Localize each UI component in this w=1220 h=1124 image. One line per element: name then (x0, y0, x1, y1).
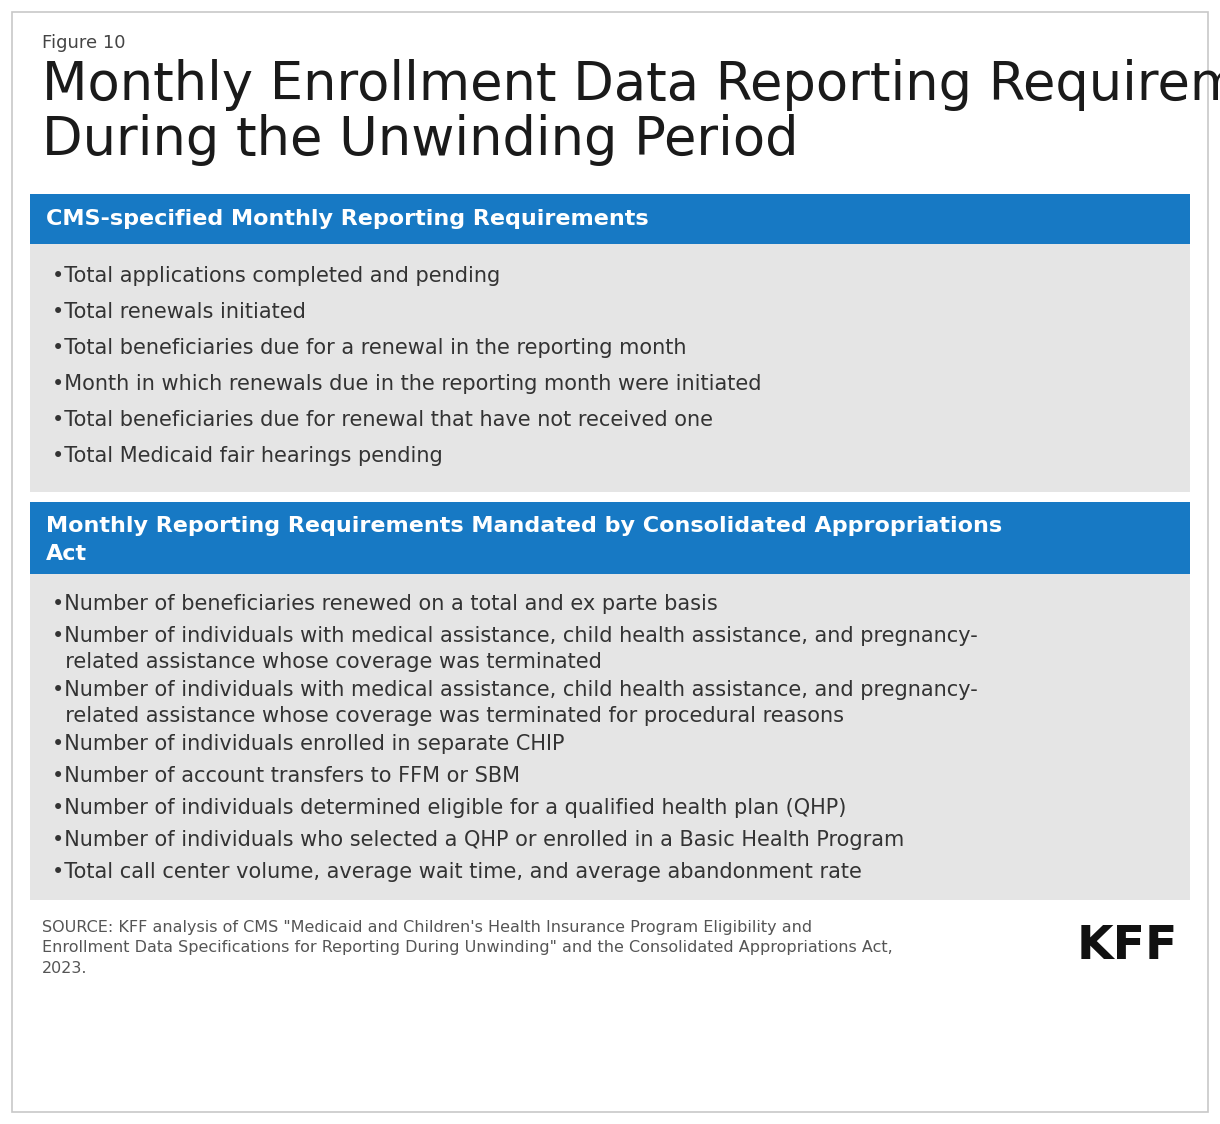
Text: SOURCE: KFF analysis of CMS "Medicaid and Children's Health Insurance Program El: SOURCE: KFF analysis of CMS "Medicaid an… (41, 921, 893, 976)
FancyBboxPatch shape (30, 502, 1190, 574)
Text: •Total call center volume, average wait time, and average abandonment rate: •Total call center volume, average wait … (52, 862, 861, 882)
FancyBboxPatch shape (30, 194, 1190, 244)
Text: •Number of individuals determined eligible for a qualified health plan (QHP): •Number of individuals determined eligib… (52, 798, 847, 818)
FancyBboxPatch shape (12, 12, 1208, 1112)
FancyBboxPatch shape (30, 574, 1190, 900)
Text: •Number of account transfers to FFM or SBM: •Number of account transfers to FFM or S… (52, 765, 520, 786)
Text: •Number of beneficiaries renewed on a total and ex parte basis: •Number of beneficiaries renewed on a to… (52, 593, 717, 614)
Text: •Number of individuals enrolled in separate CHIP: •Number of individuals enrolled in separ… (52, 734, 565, 754)
FancyBboxPatch shape (30, 244, 1190, 492)
Text: •Number of individuals who selected a QHP or enrolled in a Basic Health Program: •Number of individuals who selected a QH… (52, 830, 904, 850)
Text: Act: Act (46, 544, 87, 564)
Text: CMS-specified Monthly Reporting Requirements: CMS-specified Monthly Reporting Requirem… (46, 209, 649, 229)
Text: •Total Medicaid fair hearings pending: •Total Medicaid fair hearings pending (52, 446, 443, 466)
Text: Monthly Enrollment Data Reporting Requirements: Monthly Enrollment Data Reporting Requir… (41, 58, 1220, 111)
Text: During the Unwinding Period: During the Unwinding Period (41, 114, 799, 166)
Text: •Number of individuals with medical assistance, child health assistance, and pre: •Number of individuals with medical assi… (52, 626, 977, 672)
Text: Figure 10: Figure 10 (41, 34, 126, 52)
Text: Monthly Reporting Requirements Mandated by Consolidated Appropriations: Monthly Reporting Requirements Mandated … (46, 516, 1002, 536)
Text: •Total beneficiaries due for a renewal in the reporting month: •Total beneficiaries due for a renewal i… (52, 338, 687, 359)
Text: •Total renewals initiated: •Total renewals initiated (52, 302, 306, 321)
Text: KFF: KFF (1076, 924, 1179, 969)
Text: •Number of individuals with medical assistance, child health assistance, and pre: •Number of individuals with medical assi… (52, 680, 977, 726)
Text: •Month in which renewals due in the reporting month were initiated: •Month in which renewals due in the repo… (52, 374, 761, 395)
Text: •Total applications completed and pending: •Total applications completed and pendin… (52, 266, 500, 285)
Text: •Total beneficiaries due for renewal that have not received one: •Total beneficiaries due for renewal tha… (52, 410, 712, 430)
